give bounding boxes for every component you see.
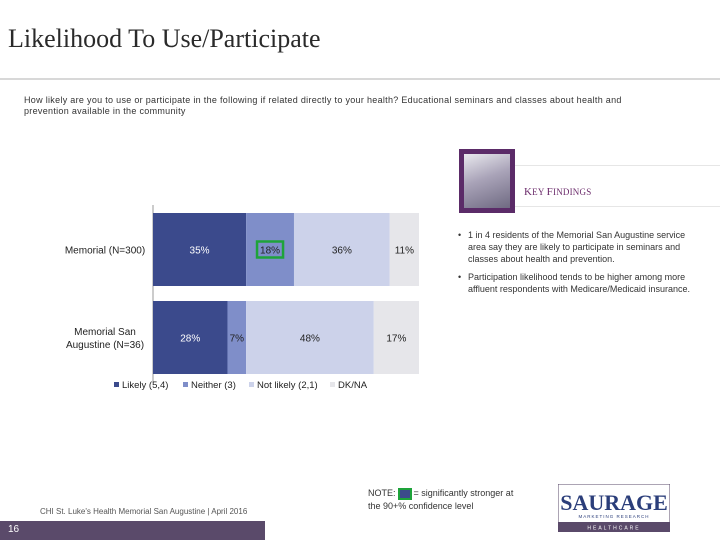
bar-segment bbox=[389, 213, 419, 286]
data-label: 18% bbox=[260, 246, 280, 257]
bar-segment bbox=[153, 213, 247, 286]
footer-source: CHI St. Luke's Health Memorial San Augus… bbox=[40, 507, 248, 516]
title-divider bbox=[0, 78, 720, 80]
key-finding-item: • Participation likelihood tends to be hi… bbox=[458, 272, 690, 294]
bar-segment bbox=[246, 301, 374, 374]
data-label: 35% bbox=[190, 246, 210, 257]
key-findings-list: • 1 in 4 residents of the Memorial San Au… bbox=[456, 229, 696, 301]
data-label: 11% bbox=[395, 246, 414, 257]
legend-swatch bbox=[249, 382, 254, 387]
significance-badge-icon bbox=[397, 487, 412, 500]
saurage-logo: SAURAGE MARKETING RESEARCH HEALTHCARE bbox=[558, 484, 670, 532]
key-finding-item: • 1 in 4 residents of the Memorial San Au… bbox=[458, 230, 686, 264]
survey-question: How likely are you to use or participate… bbox=[24, 95, 622, 116]
bar-segment bbox=[153, 301, 228, 374]
legend-label: Likely (5,4) bbox=[122, 380, 168, 391]
bar-segment bbox=[293, 213, 390, 286]
significance-box bbox=[255, 240, 285, 259]
key-findings-title: KEY FINDINGS bbox=[524, 186, 592, 198]
legend-label: Neither (3) bbox=[191, 380, 236, 391]
significance-note: NOTE: = significantly stronger at the 90+… bbox=[368, 487, 514, 511]
page-number-bar: 16 bbox=[0, 521, 265, 540]
legend-label: DK/NA bbox=[338, 380, 368, 391]
legend-swatch bbox=[114, 382, 119, 387]
svg-text:MARKETING RESEARCH: MARKETING RESEARCH bbox=[578, 514, 649, 519]
bar-segment bbox=[373, 301, 419, 374]
page-number: 16 bbox=[8, 524, 20, 535]
svg-text:SAURAGE: SAURAGE bbox=[560, 490, 668, 515]
key-findings-photo bbox=[459, 149, 515, 213]
data-label: 17% bbox=[386, 334, 406, 345]
svg-text:HEALTHCARE: HEALTHCARE bbox=[587, 526, 640, 532]
data-label: 48% bbox=[300, 334, 320, 345]
legend-swatch bbox=[330, 382, 335, 387]
page-title: Likelihood To Use/Participate bbox=[8, 24, 321, 53]
data-label: 36% bbox=[332, 246, 352, 257]
legend-label: Not likely (2,1) bbox=[257, 380, 318, 391]
category-label: Memorial (N=300) bbox=[65, 246, 145, 257]
legend-swatch bbox=[183, 382, 188, 387]
data-label: 7% bbox=[230, 334, 245, 345]
stacked-bar-chart: Memorial (N=300) 35% 18% 36% 11% Memorial San… bbox=[65, 205, 419, 391]
bar-segment bbox=[246, 213, 294, 286]
bar-segment bbox=[227, 301, 247, 374]
data-label: 28% bbox=[180, 334, 200, 345]
category-label: Memorial San Augustine (N=36) bbox=[66, 327, 144, 351]
